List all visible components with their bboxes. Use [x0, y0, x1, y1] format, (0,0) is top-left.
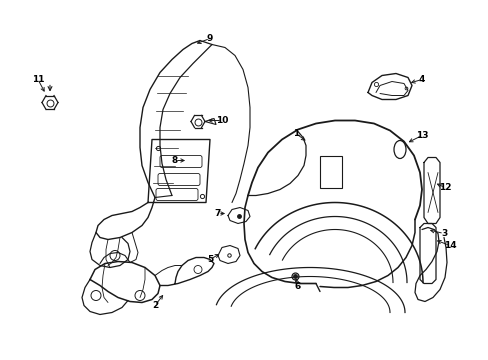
Text: 11: 11 [32, 75, 44, 84]
Text: 14: 14 [443, 241, 455, 250]
Text: 9: 9 [206, 34, 213, 43]
Text: 2: 2 [152, 301, 158, 310]
Text: 3: 3 [440, 229, 446, 238]
Text: 12: 12 [438, 183, 450, 192]
Text: 5: 5 [206, 255, 213, 264]
Text: 7: 7 [214, 209, 221, 218]
Text: 10: 10 [215, 116, 228, 125]
Text: 8: 8 [171, 156, 178, 165]
Text: 13: 13 [415, 131, 427, 140]
Text: 1: 1 [292, 129, 299, 138]
Text: 4: 4 [418, 75, 425, 84]
Text: 6: 6 [294, 282, 301, 291]
